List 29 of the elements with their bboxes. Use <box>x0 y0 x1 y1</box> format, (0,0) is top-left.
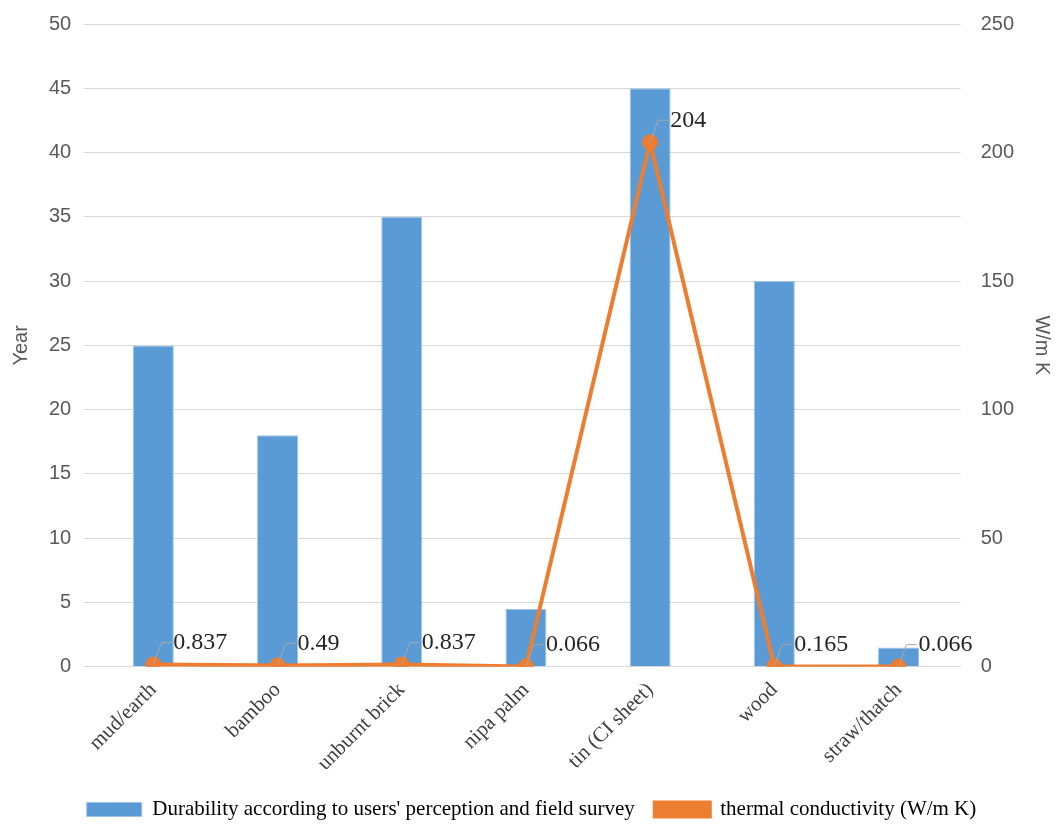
y2-tick-label: 50 <box>980 525 1003 548</box>
y-tick-label: 40 <box>49 140 72 163</box>
data-label: 0.165 <box>794 629 849 656</box>
y-tick-label: 50 <box>49 11 72 34</box>
y2-tick-label: 0 <box>980 654 992 677</box>
y-tick-label: 20 <box>49 397 72 420</box>
y-tick-label: 10 <box>49 525 72 548</box>
data-label: 0.837 <box>173 627 228 654</box>
y2-tick-label: 150 <box>980 268 1015 291</box>
y-tick-label: 30 <box>49 268 72 291</box>
y2-tick-label: 250 <box>980 11 1015 34</box>
data-label: 0.49 <box>297 628 340 655</box>
legend-label: Durability according to users' perception and field survey <box>152 796 636 821</box>
data-label: 0.066 <box>918 629 973 656</box>
y-tick-label: 0 <box>60 654 72 677</box>
y-tick-label: 5 <box>60 590 72 612</box>
y2-tick-label: 100 <box>980 397 1015 420</box>
y-axis-title: Year <box>8 324 31 366</box>
y-tick-label: 45 <box>49 75 72 98</box>
point <box>642 134 659 151</box>
data-label: 0.837 <box>421 627 476 654</box>
data-label: 204 <box>670 105 707 132</box>
y-tick-label: 25 <box>49 332 72 355</box>
y-tick-label: 35 <box>49 204 72 227</box>
y-tick-label: 15 <box>49 461 72 484</box>
y2-tick-label: 200 <box>980 140 1015 163</box>
legend-label: thermal conductivity (W/m K) <box>720 796 977 821</box>
y2-axis-title: W/m K <box>1032 315 1055 377</box>
data-label: 0.066 <box>545 629 600 656</box>
